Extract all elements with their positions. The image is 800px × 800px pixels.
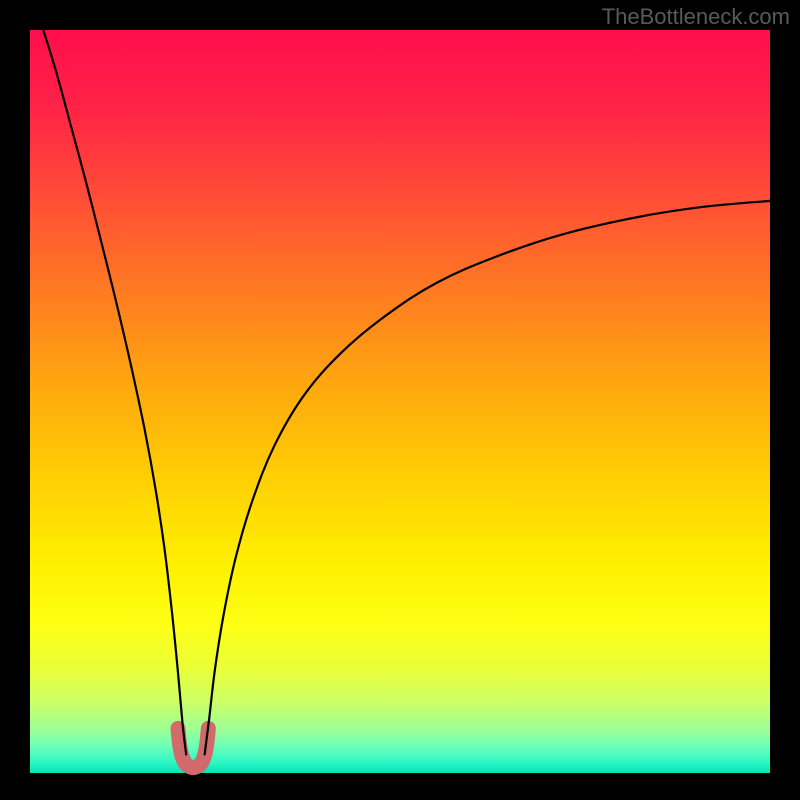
watermark-text: TheBottleneck.com (602, 4, 790, 30)
chart-svg (30, 30, 770, 773)
plot-area (30, 30, 770, 773)
gradient-background (30, 30, 770, 773)
chart-container: TheBottleneck.com (0, 0, 800, 800)
